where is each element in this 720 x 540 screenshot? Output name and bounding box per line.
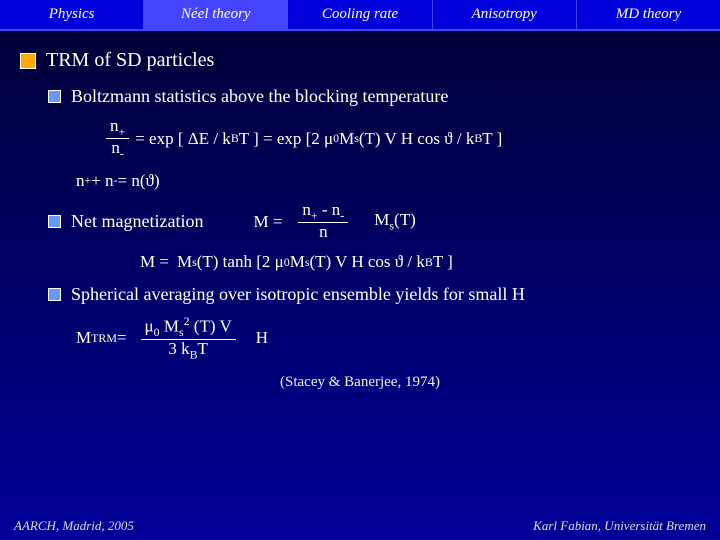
section-spherical: Spherical averaging over isotropic ensem… [48,284,700,305]
nav-tabs: Physics Néel theory Cooling rate Anisotr… [0,0,720,31]
equation-m-frac: M = n+ - n- n Ms(T) [253,201,415,242]
equation-mtrm: MTRM = μ0 Ms2 (T) V 3 kBT H [76,315,700,362]
footer-left: AARCH, Madrid, 2005 [14,518,134,534]
title-text: TRM of SD particles [46,49,214,72]
slide-content: TRM of SD particles Boltzmann statistics… [0,31,720,391]
section-boltzmann: Boltzmann statistics above the blocking … [48,86,700,107]
slide-title: TRM of SD particles [20,49,700,72]
citation: (Stacey & Banerjee, 1974) [20,374,700,391]
tab-cooling[interactable]: Cooling rate [288,0,432,29]
bullet-icon [48,288,61,301]
section-text: Net magnetization [71,211,203,232]
bullet-icon [20,53,36,69]
section-text: Spherical averaging over isotropic ensem… [71,284,525,305]
section-netmag: Net magnetization M = n+ - n- n Ms(T) [48,201,700,242]
tab-anisotropy[interactable]: Anisotropy [433,0,577,29]
equation-sum: n+ + n- = n(ϑ) [76,171,700,191]
fraction: n+ n- [106,117,129,161]
tab-physics[interactable]: Physics [0,0,144,29]
tab-neel[interactable]: Néel theory [144,0,288,29]
tab-md[interactable]: MD theory [577,0,720,29]
footer: AARCH, Madrid, 2005 Karl Fabian, Univers… [0,518,720,534]
bullet-icon [48,215,61,228]
footer-right: Karl Fabian, Universität Bremen [533,518,706,534]
section-text: Boltzmann statistics above the blocking … [71,86,448,107]
equation-ratio: n+ n- = exp [ ΔE / kB T ] = exp [2 μ0 Ms… [100,117,700,161]
equation-tanh: M = Ms (T) tanh [2 μ0 Ms (T) V H cos ϑ /… [140,252,700,272]
bullet-icon [48,90,61,103]
